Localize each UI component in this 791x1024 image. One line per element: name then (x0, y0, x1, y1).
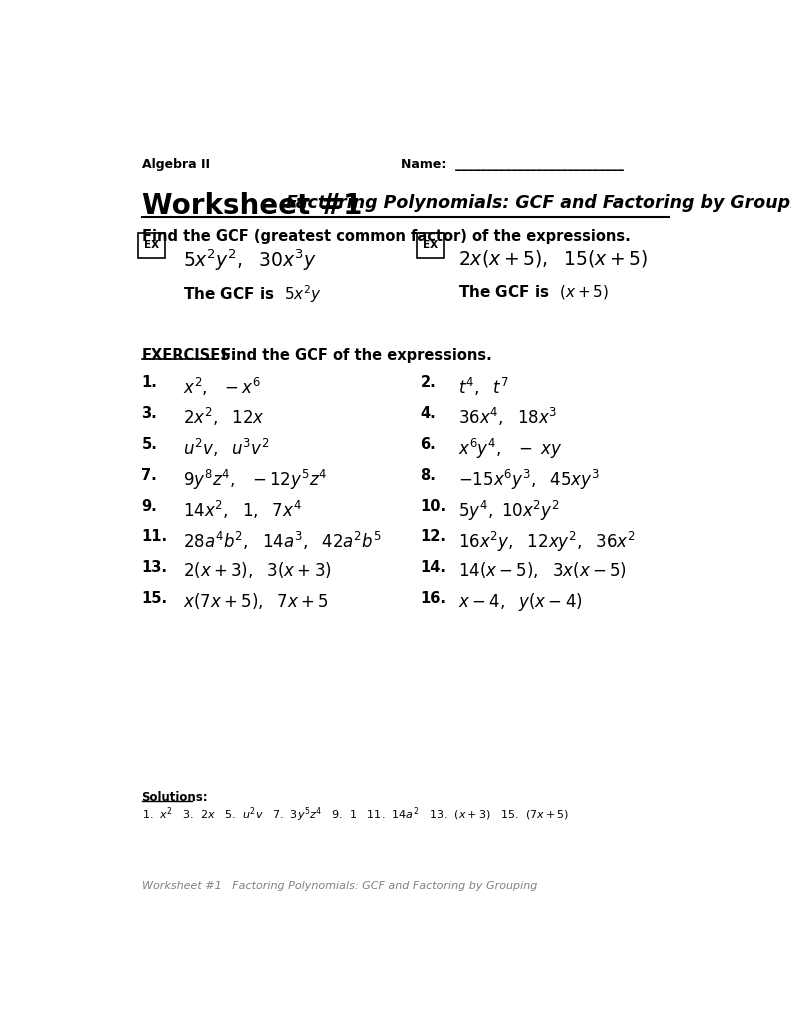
Text: Worksheet #1: Worksheet #1 (142, 193, 361, 220)
Text: $t^4,\ \ t^7$: $t^4,\ \ t^7$ (458, 376, 509, 397)
Text: 15.: 15. (142, 591, 168, 606)
Text: 2.: 2. (421, 376, 437, 390)
Text: Find the GCF of the expressions.: Find the GCF of the expressions. (216, 348, 492, 362)
Text: $x^6y^4,\ \ -\ xy$: $x^6y^4,\ \ -\ xy$ (458, 437, 562, 461)
Text: $5y^4,\ 10x^2y^2$: $5y^4,\ 10x^2y^2$ (458, 499, 559, 522)
Text: Algebra II: Algebra II (142, 158, 210, 171)
Text: The GCF is  $5x^2y$: The GCF is $5x^2y$ (183, 283, 322, 305)
Text: $28a^4b^2,\ \ 14a^3,\ \ 42a^2b^5$: $28a^4b^2,\ \ 14a^3,\ \ 42a^2b^5$ (183, 529, 381, 552)
Text: 14.: 14. (421, 560, 446, 575)
Text: $-15x^6y^3,\ \ 45xy^3$: $-15x^6y^3,\ \ 45xy^3$ (458, 468, 600, 492)
Text: $36x^4,\ \ 18x^3$: $36x^4,\ \ 18x^3$ (458, 407, 557, 428)
Text: 3.: 3. (142, 407, 157, 421)
Text: 8.: 8. (421, 468, 437, 483)
Text: $2x^2,\ \ 12x$: $2x^2,\ \ 12x$ (183, 407, 264, 428)
Text: EXERCISES:: EXERCISES: (142, 348, 237, 362)
Text: 13.: 13. (142, 560, 168, 575)
Text: $5x^2y^2,\ \ 30x^3y$: $5x^2y^2,\ \ 30x^3y$ (183, 248, 316, 273)
Text: 9.: 9. (142, 499, 157, 514)
Text: EX: EX (145, 241, 160, 250)
Text: Solutions:: Solutions: (142, 792, 208, 804)
Text: $x - 4,\ \ y\left(x - 4\right)$: $x - 4,\ \ y\left(x - 4\right)$ (458, 591, 582, 613)
Text: $u^2v,\ \ u^3v^2$: $u^2v,\ \ u^3v^2$ (183, 437, 269, 459)
Text: $2\left(x + 3\right),\ \ 3\left(x + 3\right)$: $2\left(x + 3\right),\ \ 3\left(x + 3\ri… (183, 560, 331, 581)
Text: $16x^2y,\ \ 12xy^2,\ \ 36x^2$: $16x^2y,\ \ 12xy^2,\ \ 36x^2$ (458, 529, 635, 554)
Text: The GCF is  $\left(x + 5\right)$: The GCF is $\left(x + 5\right)$ (458, 283, 609, 301)
Text: 1.: 1. (142, 376, 157, 390)
Text: $9y^8z^4,\ \ -12y^5z^4$: $9y^8z^4,\ \ -12y^5z^4$ (183, 468, 327, 492)
Text: 11.: 11. (142, 529, 168, 545)
Text: 6.: 6. (421, 437, 437, 452)
Text: 4.: 4. (421, 407, 437, 421)
Text: $x\left(7x + 5\right),\ \ 7x + 5$: $x\left(7x + 5\right),\ \ 7x + 5$ (183, 591, 328, 611)
Text: 1.  $x^2$   3.  $2x$   5.  $u^2v$   7.  $3y^5z^4$   9.  1   11.  $14a^2$   13.  : 1. $x^2$ 3. $2x$ 5. $u^2v$ 7. $3y^5z^4$ … (142, 805, 569, 823)
Text: $2x\left(x + 5\right),\ \ 15\left(x + 5\right)$: $2x\left(x + 5\right),\ \ 15\left(x + 5\… (458, 248, 648, 268)
FancyBboxPatch shape (418, 232, 445, 258)
Text: $14x^2,\ \ 1,\ \ 7x^4$: $14x^2,\ \ 1,\ \ 7x^4$ (183, 499, 301, 521)
Text: 7.: 7. (142, 468, 157, 483)
Text: Worksheet #1   Factoring Polynomials: GCF and Factoring by Grouping: Worksheet #1 Factoring Polynomials: GCF … (142, 882, 537, 891)
Text: 16.: 16. (421, 591, 446, 606)
Text: $14\left(x - 5\right),\ \ 3x\left(x - 5\right)$: $14\left(x - 5\right),\ \ 3x\left(x - 5\… (458, 560, 626, 581)
FancyBboxPatch shape (138, 232, 165, 258)
Text: Name:  ___________________________: Name: ___________________________ (401, 158, 624, 171)
Text: $x^2,\ \ -x^6$: $x^2,\ \ -x^6$ (183, 376, 260, 397)
Text: Find the GCF (greatest common factor) of the expressions.: Find the GCF (greatest common factor) of… (142, 229, 630, 244)
Text: 12.: 12. (421, 529, 446, 545)
Text: 10.: 10. (421, 499, 447, 514)
Text: 5.: 5. (142, 437, 157, 452)
Text: EX: EX (423, 241, 438, 250)
Text: Factoring Polynomials: GCF and Factoring by Grouping: Factoring Polynomials: GCF and Factoring… (268, 195, 791, 213)
